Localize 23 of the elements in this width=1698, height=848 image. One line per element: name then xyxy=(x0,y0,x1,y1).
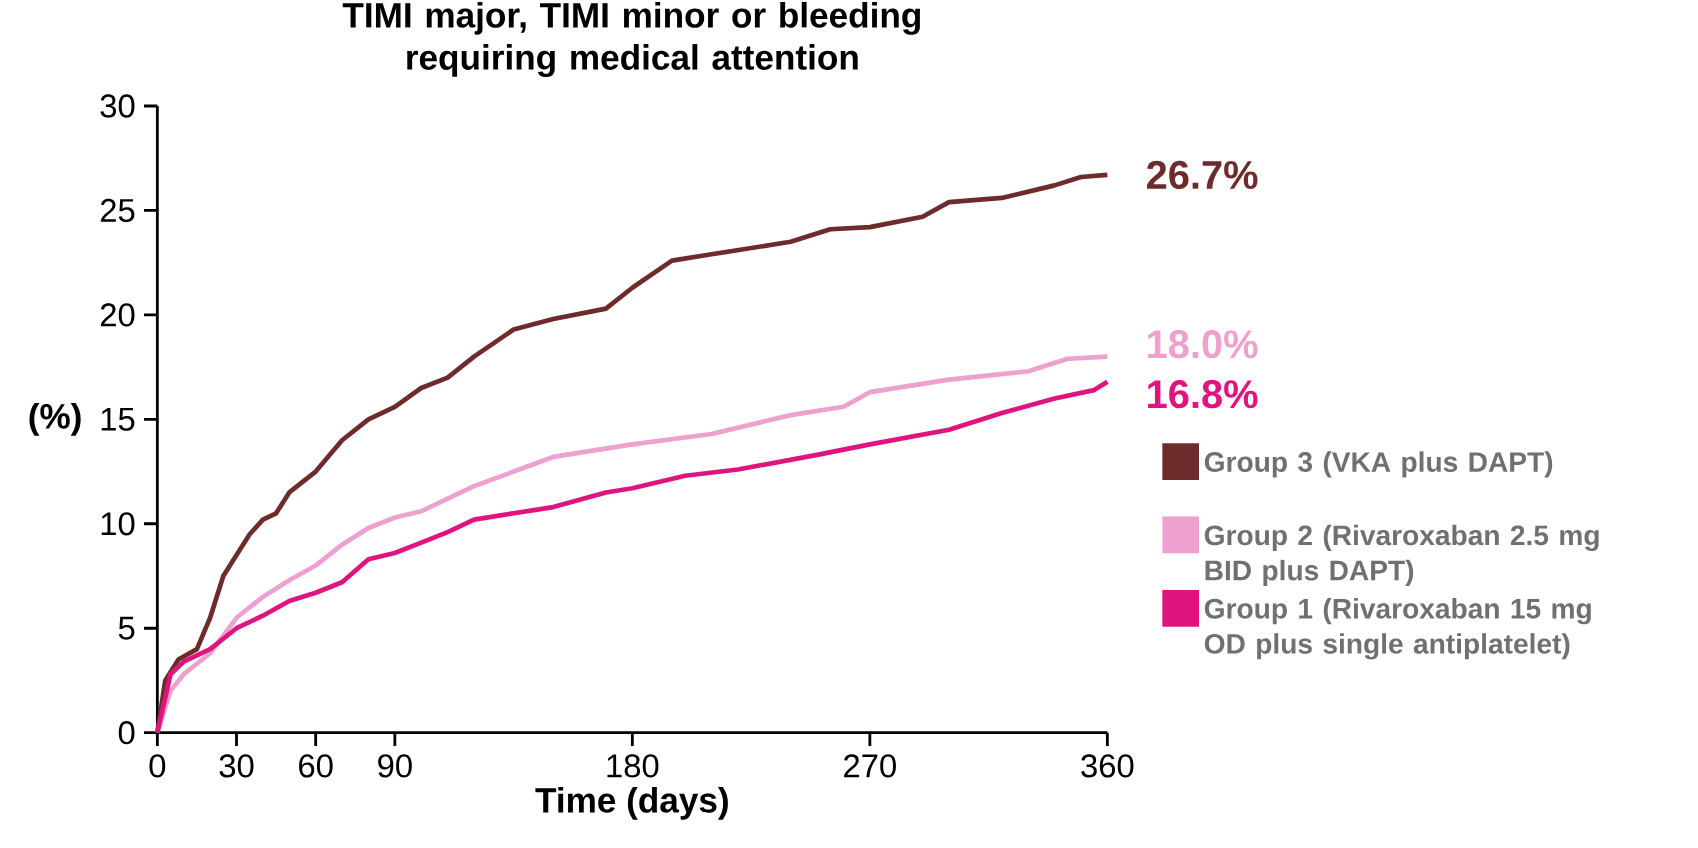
y-axis-title: (%) xyxy=(29,402,81,436)
legend-label: Group 1 (Rivaroxaban 15 mg OD plus single antiplatelet) xyxy=(1204,598,1591,660)
y-tick-label: 10 xyxy=(101,512,135,536)
x-tick-label: 0 xyxy=(149,754,166,778)
x-tick-label: 30 xyxy=(219,754,254,778)
x-tick-label: 90 xyxy=(378,754,412,778)
x-tick-label: 270 xyxy=(844,754,896,778)
x-tick-label: 180 xyxy=(607,754,659,778)
data-label: 18.0% xyxy=(1148,330,1258,359)
y-tick-label: 5 xyxy=(118,616,135,640)
data-label: 16.8% xyxy=(1148,380,1258,409)
x-tick-label: 60 xyxy=(299,754,333,778)
data-label: 26.7% xyxy=(1147,160,1258,190)
x-tick-label: 360 xyxy=(1081,754,1134,778)
chart-title: TIMI major, TIMI minor or bleeding requiring medical attention xyxy=(342,1,920,78)
y-tick-label: 25 xyxy=(100,198,135,223)
legend-label: Group 3 (VKA plus DAPT) xyxy=(1204,451,1553,478)
x-axis-title: Time (days) xyxy=(535,786,728,820)
y-tick-label: 0 xyxy=(118,721,135,745)
y-tick-label: 15 xyxy=(101,407,135,431)
legend-label: Group 2 (Rivaroxaban 2.5 mg BID plus DAPT) xyxy=(1204,524,1599,587)
y-tick-label: 20 xyxy=(100,303,135,327)
y-tick-label: 30 xyxy=(100,94,135,118)
